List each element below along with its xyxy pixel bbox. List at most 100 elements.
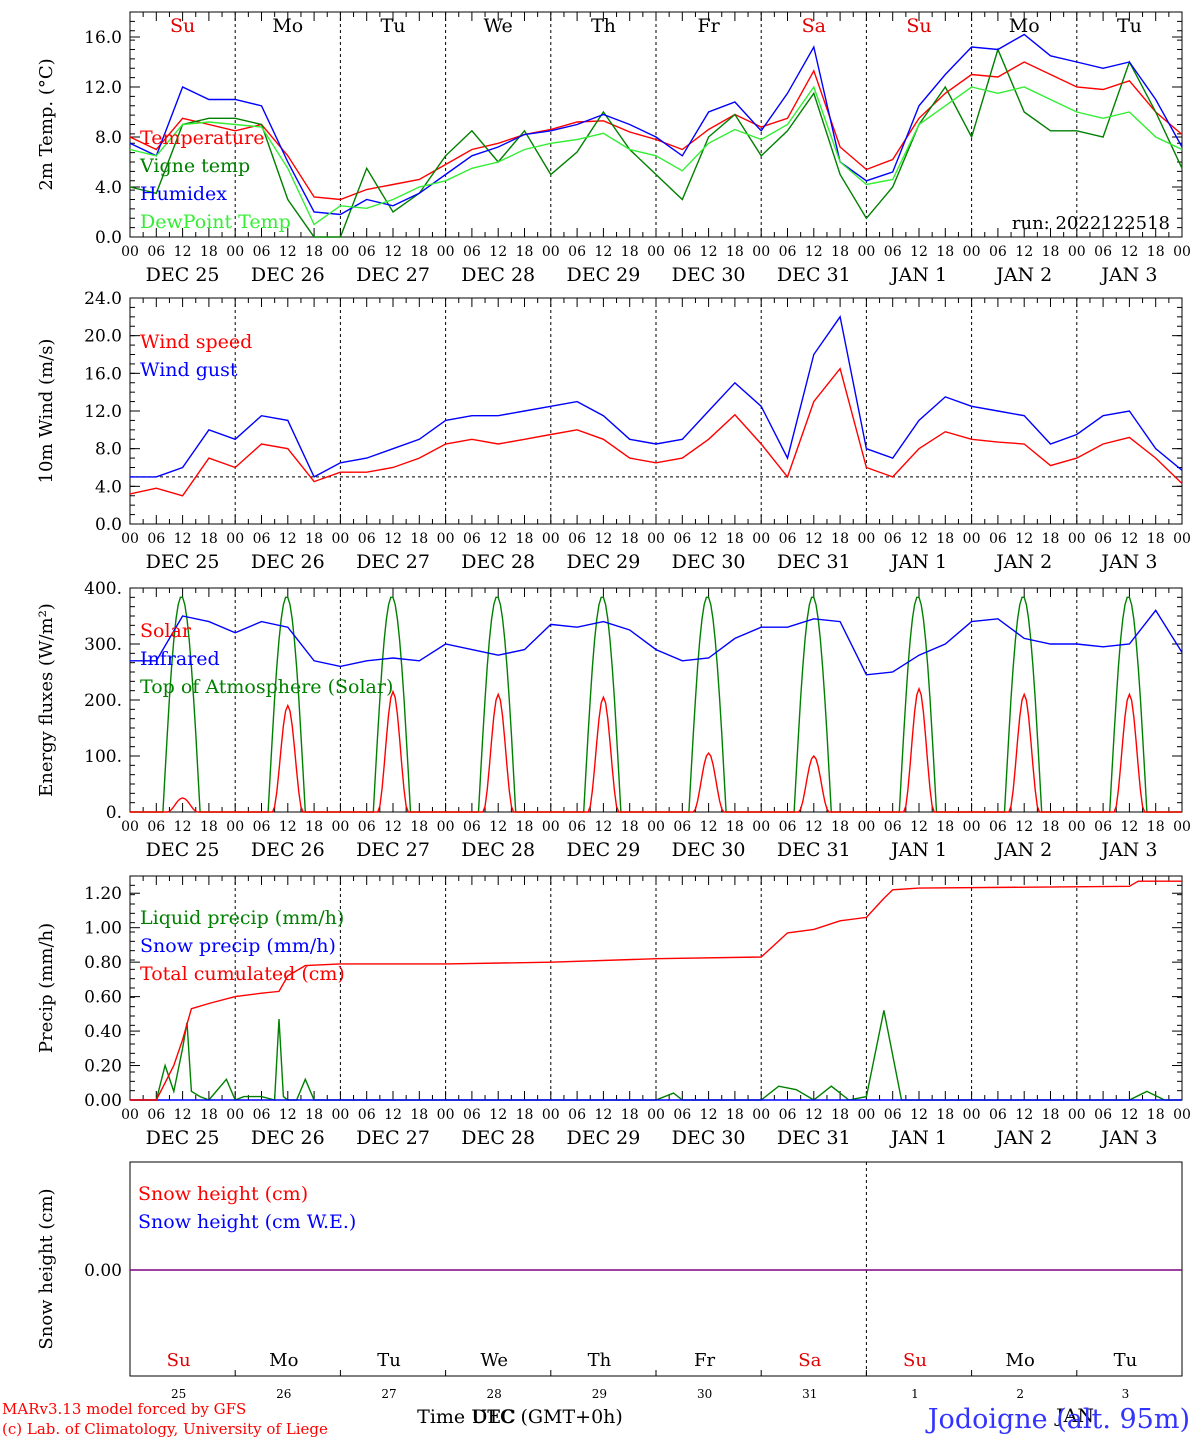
hour-tick-label: 06 bbox=[147, 819, 165, 835]
hour-tick-label: 06 bbox=[989, 531, 1007, 547]
hour-tick-label: 00 bbox=[963, 1107, 981, 1123]
hour-tick-label: 00 bbox=[121, 531, 139, 547]
legend-entry: Snow height (cm W.E.) bbox=[138, 1211, 356, 1233]
day-header: We bbox=[484, 15, 513, 37]
hour-tick-label: 06 bbox=[568, 244, 586, 260]
hour-tick-label: 18 bbox=[200, 244, 218, 260]
hour-tick-label: 00 bbox=[542, 1107, 560, 1123]
hour-tick-label: 00 bbox=[437, 819, 455, 835]
y-tick-label: 8.0 bbox=[95, 128, 122, 148]
day-header: Fr bbox=[694, 1350, 715, 1371]
hour-tick-label: 18 bbox=[516, 244, 534, 260]
hour-tick-label: 18 bbox=[1042, 244, 1060, 260]
y-tick-label: 0.0 bbox=[95, 228, 122, 248]
hour-tick-label: 06 bbox=[779, 244, 797, 260]
y-axis-label: 2m Temp. (°C) bbox=[36, 58, 57, 190]
legend-entry: Temperature bbox=[140, 127, 264, 149]
hour-tick-label: 12 bbox=[910, 244, 928, 260]
day-number: 1 bbox=[911, 1387, 919, 1401]
x-axis-title: Time UTC (GMT+0h) bbox=[417, 1406, 623, 1428]
infrared-line bbox=[130, 609, 1183, 676]
y-tick-label: 200. bbox=[84, 691, 122, 711]
hour-tick-label: 12 bbox=[594, 819, 612, 835]
day-header: We bbox=[480, 1350, 508, 1371]
hour-tick-label: 12 bbox=[805, 531, 823, 547]
hour-tick-label: 12 bbox=[910, 819, 928, 835]
hour-tick-label: 12 bbox=[174, 819, 192, 835]
hour-tick-label: 00 bbox=[542, 819, 560, 835]
hour-tick-label: 00 bbox=[437, 244, 455, 260]
y-tick-label: 300. bbox=[84, 635, 122, 655]
hour-tick-label: 00 bbox=[121, 819, 139, 835]
legend-entry: Infrared bbox=[140, 648, 220, 670]
y-tick-label: 12.0 bbox=[84, 78, 122, 98]
hour-tick-label: 12 bbox=[279, 819, 297, 835]
hour-tick-label: 06 bbox=[147, 531, 165, 547]
date-label: DEC 25 bbox=[146, 1127, 220, 1149]
day-header: Su bbox=[903, 1350, 927, 1371]
hour-tick-label: 06 bbox=[884, 244, 902, 260]
hour-tick-label: 00 bbox=[963, 244, 981, 260]
panel-5: Snow height (cm) 0.00 Snow height (cm) Snow… bbox=[36, 1161, 1183, 1428]
hour-tick-label: 00 bbox=[647, 244, 665, 260]
hour-tick-label: 12 bbox=[1120, 244, 1138, 260]
hour-tick-label: 18 bbox=[621, 244, 639, 260]
date-label: DEC 25 bbox=[146, 264, 220, 286]
day-header: Fr bbox=[697, 15, 720, 37]
panel-2: 00 06 12 18 00 06 12 18 00 06 12 18 00 06 12 18 00 06 12 18… bbox=[36, 289, 1191, 573]
legend-entry: Top of Atmosphere (Solar) bbox=[140, 676, 393, 698]
hour-tick-label: 00 bbox=[542, 244, 560, 260]
series-line-1 bbox=[130, 1010, 1182, 1101]
hour-tick-label: 06 bbox=[884, 531, 902, 547]
date-label: JAN 1 bbox=[889, 1127, 947, 1149]
hour-tick-label: 12 bbox=[1120, 531, 1138, 547]
hour-tick-label: 18 bbox=[1147, 531, 1165, 547]
day-number: 3 bbox=[1122, 1387, 1130, 1401]
hour-tick-label: 00 bbox=[1068, 244, 1086, 260]
hour-tick-label: 12 bbox=[1015, 819, 1033, 835]
date-label: DEC 31 bbox=[777, 551, 851, 573]
panel-frame bbox=[129, 587, 1183, 813]
hour-tick-label: 00 bbox=[857, 1107, 875, 1123]
date-label: DEC 29 bbox=[566, 551, 640, 573]
series-line-2 bbox=[129, 47, 1183, 238]
credit-line-1: MARv3.13 model forced by GFS bbox=[2, 1400, 246, 1418]
hour-tick-label: 06 bbox=[779, 819, 797, 835]
y-axis-label: Energy fluxes (W/m²) bbox=[36, 603, 57, 797]
hour-tick-label: 00 bbox=[752, 244, 770, 260]
day-header: Tu bbox=[377, 1350, 401, 1371]
hour-tick-label: 12 bbox=[279, 1107, 297, 1123]
hour-tick-label: 18 bbox=[936, 244, 954, 260]
date-label: DEC 26 bbox=[251, 839, 325, 861]
hour-tick-label: 12 bbox=[910, 1107, 928, 1123]
hour-tick-label: 00 bbox=[857, 244, 875, 260]
hour-tick-label: 12 bbox=[805, 819, 823, 835]
date-label: JAN 2 bbox=[994, 264, 1052, 286]
hour-tick-label: 18 bbox=[936, 531, 954, 547]
hour-tick-label: 18 bbox=[516, 819, 534, 835]
hour-tick-label: 06 bbox=[463, 1107, 481, 1123]
hour-tick-label: 06 bbox=[568, 1107, 586, 1123]
hour-tick-label: 12 bbox=[1015, 1107, 1033, 1123]
hour-tick-label: 12 bbox=[700, 244, 718, 260]
y-axis-label: 10m Wind (m/s) bbox=[36, 339, 57, 484]
y-tick-label: 4.0 bbox=[95, 477, 122, 497]
hour-tick-label: 06 bbox=[253, 244, 271, 260]
date-label: DEC 25 bbox=[146, 551, 220, 573]
legend-entry: Snow height (cm) bbox=[138, 1183, 308, 1205]
hour-tick-label: 12 bbox=[384, 1107, 402, 1123]
hour-tick-label: 12 bbox=[805, 1107, 823, 1123]
hour-tick-label: 18 bbox=[726, 1107, 744, 1123]
legend-entry: Liquid precip (mm/h) bbox=[140, 907, 344, 929]
credit-line-2: (c) Lab. of Climatology, University of L… bbox=[2, 1420, 328, 1438]
day-header: Tu bbox=[381, 15, 406, 37]
hour-tick-label: 06 bbox=[463, 531, 481, 547]
hour-tick-label: 00 bbox=[331, 531, 349, 547]
y-tick-label: 12.0 bbox=[84, 402, 122, 422]
date-label: JAN 1 bbox=[889, 264, 947, 286]
y-tick-label: 100. bbox=[84, 747, 122, 767]
hour-tick-label: 12 bbox=[700, 819, 718, 835]
hour-tick-label: 00 bbox=[331, 1107, 349, 1123]
day-header: Su bbox=[167, 1350, 191, 1371]
hour-tick-label: 00 bbox=[963, 819, 981, 835]
